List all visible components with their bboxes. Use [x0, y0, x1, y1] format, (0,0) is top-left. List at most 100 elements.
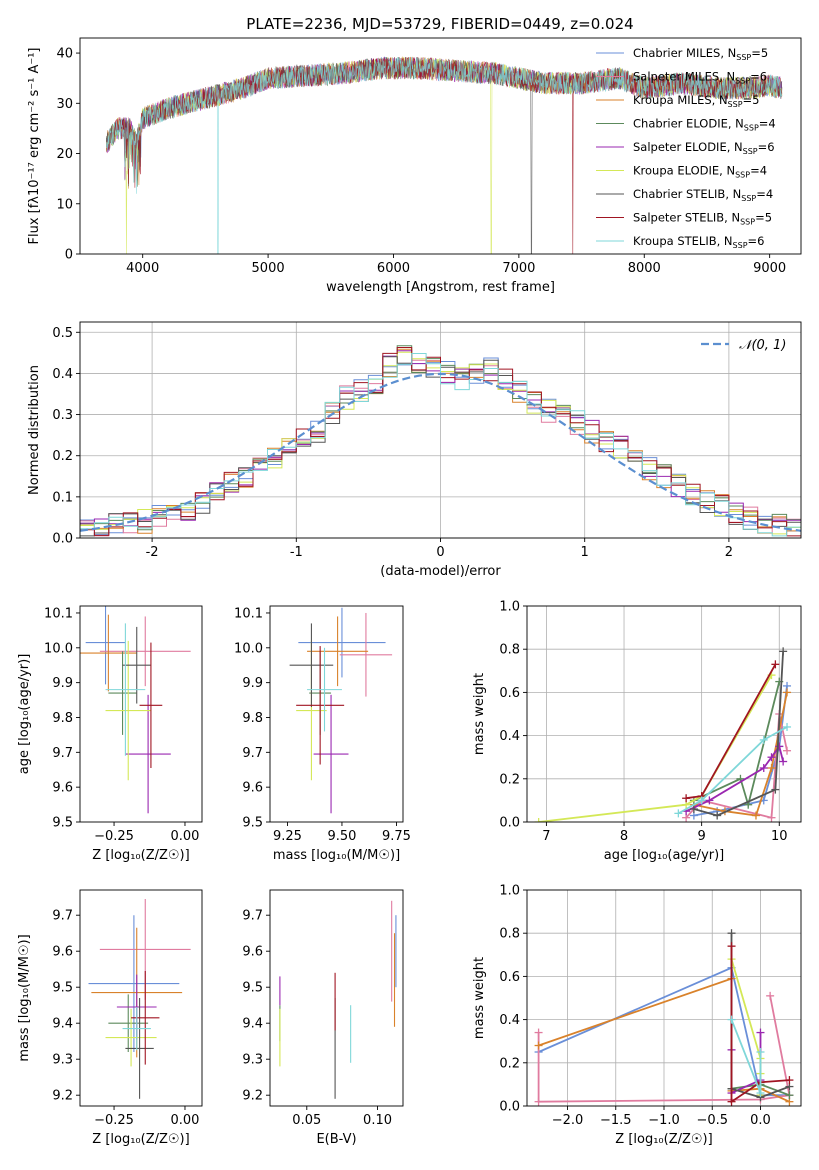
legend-entry: Salpeter MILES, NSSP=6	[633, 70, 767, 86]
y-tick-label: 0.8	[499, 927, 520, 942]
spectrum-line	[106, 56, 783, 254]
marker-plus	[682, 794, 691, 803]
weight-line	[685, 744, 784, 813]
plot-content	[88, 899, 191, 1099]
plot-content	[534, 647, 792, 822]
axes-frame	[79, 889, 203, 1107]
x-tick-label: -1	[290, 545, 303, 560]
legend-entry: Chabrier STELIB, NSSP=4	[633, 187, 773, 203]
y-tick-label: 40	[56, 47, 73, 62]
x-tick-label: −1.0	[648, 1113, 680, 1128]
x-tick-label: 2	[725, 545, 733, 560]
plot-area	[270, 606, 403, 822]
y-tick-label: 9.5	[242, 816, 263, 831]
x-tick-label: -2	[146, 545, 159, 560]
panel-mass-vs-z: −0.25 0.00 9.2 9.3 9.4 9.5 9.6 9.7 Z [log₁₀(Z/Z☉…	[17, 889, 203, 1147]
y-tick-label: 10	[56, 197, 73, 212]
plot-area	[527, 606, 801, 822]
y-tick-label: 9.2	[52, 1089, 73, 1104]
marker-plus	[767, 753, 776, 762]
y-tick-label: 0.4	[499, 1013, 520, 1028]
marker-plus	[689, 805, 698, 814]
x-tick-label: −2.0	[552, 1113, 584, 1128]
y-tick-label: 20	[56, 147, 73, 162]
y-tick-label: 9.6	[52, 945, 73, 960]
x-tick-label: 9000	[753, 261, 786, 276]
x-tick-label: 0.00	[171, 1113, 200, 1128]
y-tick-label: 9.9	[52, 676, 73, 691]
y-tick-label: 9.6	[52, 781, 73, 796]
y-axis-label: Flux [fλ10⁻¹⁷ erg cm⁻² s⁻¹ A⁻¹]	[27, 48, 42, 245]
weight-line	[538, 674, 773, 822]
marker-plus	[759, 764, 768, 772]
x-axis-label: Z [log₁₀(Z/Z☉)]	[92, 1132, 189, 1147]
x-tick-label: 7000	[502, 261, 535, 276]
x-tick-label: 10	[771, 829, 788, 844]
x-tick-label: −0.25	[94, 829, 134, 844]
y-tick-label: 9.4	[242, 1017, 263, 1032]
marker-plus	[674, 809, 683, 818]
x-tick-label: 0.10	[363, 1113, 392, 1128]
marker-plus	[751, 811, 760, 820]
axes-frame	[526, 605, 802, 823]
x-tick-label: 8000	[628, 261, 661, 276]
marker-plus	[534, 818, 543, 822]
x-tick-label: −0.25	[94, 1113, 134, 1128]
y-tick-label: 9.9	[242, 676, 263, 691]
axes-frame	[269, 605, 404, 823]
figure-title: PLATE=2236, MJD=53729, FIBERID=0449, z=0…	[246, 15, 633, 33]
plot-content	[80, 345, 801, 538]
legend-entry: Kroupa MILES, NSSP=5	[633, 93, 759, 109]
x-axis-label: age [log₁₀(age/yr)]	[604, 848, 725, 863]
y-tick-label: 0.8	[499, 643, 520, 658]
plot-content	[289, 607, 393, 814]
weight-line	[730, 946, 790, 1104]
x-axis-label: Z [log₁₀(Z/Z☉)]	[92, 848, 189, 863]
marker-plus	[534, 1028, 543, 1037]
y-tick-label: 0.1	[52, 490, 73, 505]
marker-plus	[779, 757, 788, 766]
weight-line	[693, 651, 784, 817]
legend-entry: Kroupa STELIB, NSSP=6	[633, 234, 764, 250]
y-tick-label: 10.0	[234, 641, 263, 656]
panel-mass-vs-ebv: 0.05 0.10 9.2 9.3 9.4 9.5 9.6 9.7 E(B-V)	[242, 889, 404, 1147]
marker-plus	[766, 991, 775, 1000]
y-tick-label: 9.6	[242, 945, 263, 960]
marker-plus	[783, 746, 792, 755]
x-tick-label: −0.5	[696, 1113, 728, 1128]
histogram-series	[80, 347, 801, 538]
y-tick-label: 9.4	[52, 1017, 73, 1032]
marker-plus	[779, 647, 788, 656]
marker-plus	[771, 785, 780, 794]
panel-weight-vs-age: 7 8 9 10 0.0 0.2 0.4 0.6 0.8 1.0 age [log₁₀(age/yr…	[472, 600, 802, 863]
y-tick-label: 30	[56, 97, 73, 112]
legend-entry: Chabrier MILES, NSSP=5	[633, 46, 768, 62]
y-axis-label: mass weight	[472, 957, 487, 1039]
x-tick-label: 9.50	[327, 829, 356, 844]
marker-plus	[767, 813, 776, 822]
marker-plus	[727, 942, 736, 951]
marker-plus	[756, 1028, 765, 1037]
legend-entry: Kroupa ELODIE, NSSP=4	[633, 164, 767, 180]
legend-entry: Salpeter ELODIE, NSSP=6	[633, 140, 775, 156]
marker-plus	[775, 742, 784, 751]
plot-area	[80, 890, 202, 1106]
y-tick-label: 0.0	[499, 816, 520, 831]
plot-content	[80, 606, 191, 814]
y-tick-label: 9.7	[52, 909, 73, 924]
panel-age-vs-z: −0.25 0.00 9.5 9.6 9.7 9.8 9.9 10.0 10.1 Z [log₁₀…	[17, 605, 203, 863]
x-tick-label: 7	[542, 829, 550, 844]
y-tick-label: 0.6	[499, 970, 520, 985]
y-axis-label: mass weight	[472, 673, 487, 755]
x-axis-label: E(B-V)	[316, 1132, 356, 1147]
x-axis-label: mass [log₁₀(M/M☉)]	[273, 848, 400, 863]
normal-curve	[80, 372, 801, 532]
panel-residuals: 𝒩(0, 1) -2 -1 0 1 2 0.0 0.1 0.2 0.3 0.4 0.5 (data-mo…	[27, 321, 802, 579]
x-tick-label: 0.0	[750, 1113, 771, 1128]
y-tick-label: 9.8	[242, 711, 263, 726]
y-tick-label: 9.5	[52, 981, 73, 996]
x-tick-label: 9	[698, 829, 706, 844]
plot-content	[534, 929, 794, 1106]
marker-plus	[756, 1089, 765, 1098]
y-tick-label: 9.2	[242, 1089, 263, 1104]
